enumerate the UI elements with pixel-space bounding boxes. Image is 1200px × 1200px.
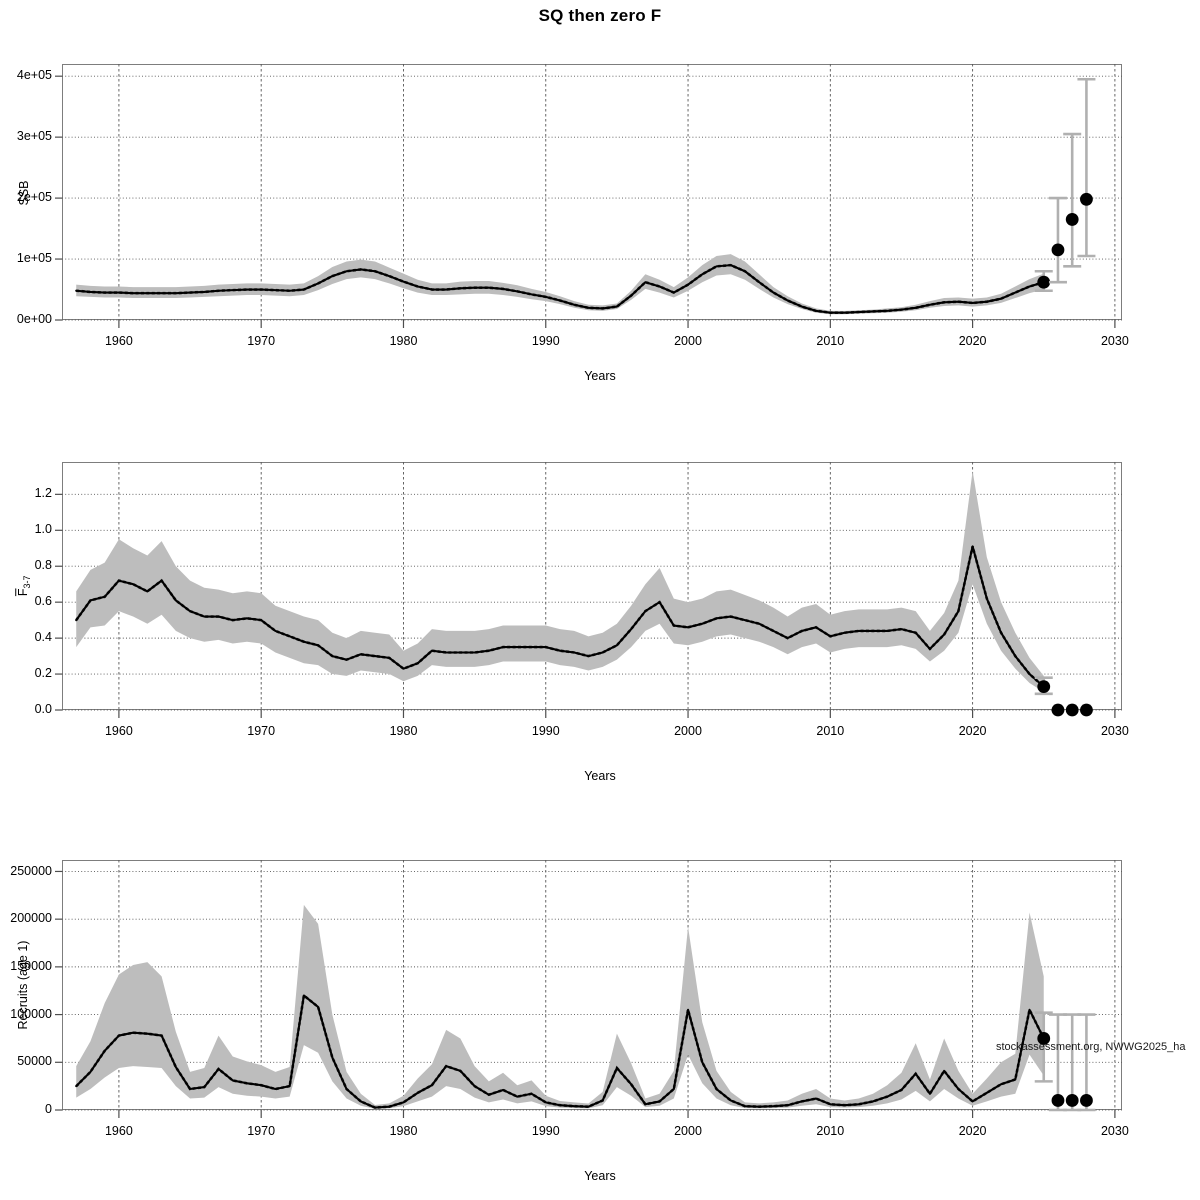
plot-area-recruits — [55, 860, 1122, 1118]
x-axis-title-ssb: Years — [584, 369, 616, 383]
y-axis-title-recruits: Recruits (age 1) — [16, 940, 30, 1030]
y-tick-label: 50000 — [17, 1054, 52, 1069]
y-tick-label: 0.0 — [34, 702, 52, 716]
x-tick-label: 2010 — [816, 1124, 845, 1138]
y-tick-label: 1.0 — [34, 522, 52, 537]
x-tick-label: 2010 — [816, 334, 845, 348]
x-axis-title-fbar: Years — [584, 769, 616, 783]
y-tick-label: 0.8 — [34, 558, 52, 573]
x-tick-label: 1960 — [104, 334, 133, 348]
x-tick-label: 1980 — [389, 1124, 418, 1138]
plot-frame-fbar — [62, 462, 1122, 710]
y-tick-label: 200000 — [10, 911, 52, 926]
y-axis-title-ssb: SSB — [17, 180, 31, 206]
y-tick-label: 100000 — [10, 1006, 52, 1021]
y-axis-title-fbar: F3-7 — [16, 554, 32, 618]
y-tick-label: 250000 — [10, 863, 52, 878]
x-tick-label: 2010 — [816, 724, 845, 738]
x-tick-label: 1970 — [247, 334, 276, 348]
panel-fbar: 0.0 0.2 0.4 0.6 0.8 1.0 1.2 1960 1970 1980 1990 200… — [0, 390, 1200, 790]
x-tick-label: 2020 — [958, 334, 987, 348]
y-tick-label: 0 — [45, 1102, 52, 1116]
x-tick-label: 2030 — [1100, 1124, 1129, 1138]
x-tick-label: 2030 — [1100, 724, 1129, 738]
y-tick-label: 150000 — [10, 958, 52, 973]
x-tick-label: 2000 — [674, 1124, 702, 1138]
x-tick-label: 1990 — [531, 334, 560, 348]
x-tick-label: 2020 — [958, 1124, 987, 1138]
y-tick-label: 1e+05 — [16, 251, 52, 265]
y-tick-label: 4e+05 — [16, 68, 52, 83]
panel-recruits: 0 50000 100000 150000 200000 250000 1960 1970 19… — [0, 790, 1200, 1200]
y-tick-label: 1.2 — [34, 486, 52, 501]
x-tick-label: 1970 — [247, 724, 276, 738]
y-tick-label: 0e+00 — [16, 312, 52, 326]
y-tick-label: 0.6 — [34, 594, 52, 609]
y-tick-label: 0.4 — [34, 630, 52, 645]
x-tick-label: 2030 — [1100, 334, 1129, 348]
plot-frame-recruits — [62, 860, 1122, 1110]
y-axis-title-fbar-sub: 3-7 — [21, 575, 32, 589]
plot-frame-ssb — [62, 64, 1122, 320]
panel-ssb: 0e+00 1e+05 2e+05 3e+05 4e+05 1960 1970 1980 199… — [0, 0, 1200, 400]
plot-area-fbar — [55, 462, 1122, 718]
watermark-label: stockassessment.org, NWWG2025_ha — [996, 1041, 1186, 1053]
plot-area-ssb — [55, 64, 1122, 328]
page-title: SQ then zero F — [538, 6, 662, 25]
x-tick-label: 1960 — [104, 1124, 133, 1138]
y-tick-label: 0.2 — [34, 666, 52, 681]
x-tick-label: 2000 — [674, 724, 702, 738]
y-axis-title-fbar-main: F — [16, 588, 31, 597]
x-axis-title-recruits: Years — [584, 1169, 616, 1183]
x-tick-label: 1960 — [104, 724, 133, 738]
x-tick-label: 1970 — [247, 1124, 276, 1138]
x-tick-label: 1980 — [389, 334, 418, 348]
x-tick-label: 1990 — [531, 724, 560, 738]
x-tick-label: 1980 — [389, 724, 418, 738]
x-tick-label: 1990 — [531, 1124, 560, 1138]
x-tick-label: 2000 — [674, 334, 702, 348]
x-tick-label: 2020 — [958, 724, 987, 738]
y-tick-label: 2e+05 — [16, 190, 52, 205]
y-tick-label: 3e+05 — [16, 129, 52, 144]
